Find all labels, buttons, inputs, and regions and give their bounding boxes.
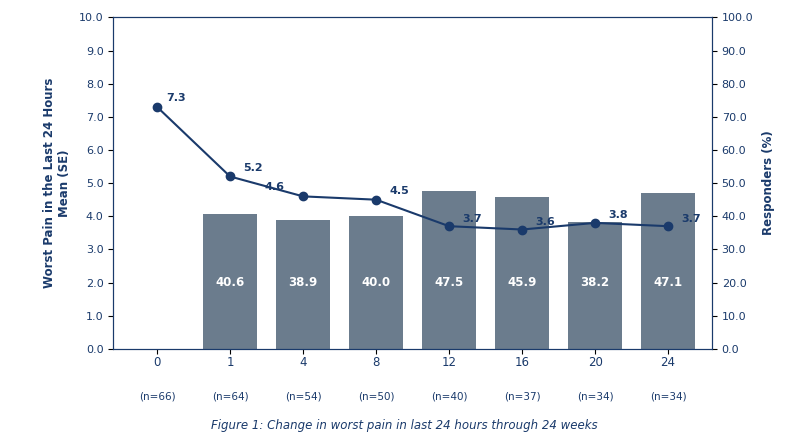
Text: (n=66): (n=66): [139, 392, 176, 402]
Text: 45.9: 45.9: [507, 276, 537, 289]
Text: 4.6: 4.6: [265, 182, 285, 192]
Text: (n=34): (n=34): [650, 392, 686, 402]
Text: (n=37): (n=37): [504, 392, 540, 402]
Text: 5.2: 5.2: [244, 163, 263, 173]
Text: 47.1: 47.1: [654, 276, 683, 289]
Bar: [641, 193, 696, 349]
Bar: [276, 220, 330, 349]
Text: (n=64): (n=64): [212, 392, 248, 402]
Text: 3.7: 3.7: [681, 214, 701, 224]
Text: Figure 1: Change in worst pain in last 24 hours through 24 weeks: Figure 1: Change in worst pain in last 2…: [211, 419, 598, 432]
Text: 7.3: 7.3: [166, 93, 185, 103]
Bar: [568, 222, 622, 349]
Bar: [421, 191, 477, 349]
Bar: [495, 197, 549, 349]
Text: (n=34): (n=34): [577, 392, 613, 402]
Y-axis label: Worst Pain in the Last 24 Hours
Mean (SE): Worst Pain in the Last 24 Hours Mean (SE…: [43, 78, 70, 288]
Text: 40.0: 40.0: [362, 276, 391, 289]
Text: 3.8: 3.8: [608, 210, 628, 220]
Text: 40.6: 40.6: [215, 276, 244, 289]
Bar: [203, 214, 257, 349]
Bar: [349, 216, 404, 349]
Text: 47.5: 47.5: [434, 276, 464, 289]
Text: 38.2: 38.2: [581, 276, 610, 289]
Text: 38.9: 38.9: [289, 276, 318, 289]
Text: 4.5: 4.5: [389, 186, 409, 196]
Text: (n=40): (n=40): [431, 392, 468, 402]
Text: (n=54): (n=54): [285, 392, 321, 402]
Y-axis label: Responders (%): Responders (%): [761, 131, 774, 235]
Text: (n=50): (n=50): [358, 392, 394, 402]
Text: 3.6: 3.6: [536, 217, 555, 227]
Text: 3.7: 3.7: [462, 214, 482, 224]
